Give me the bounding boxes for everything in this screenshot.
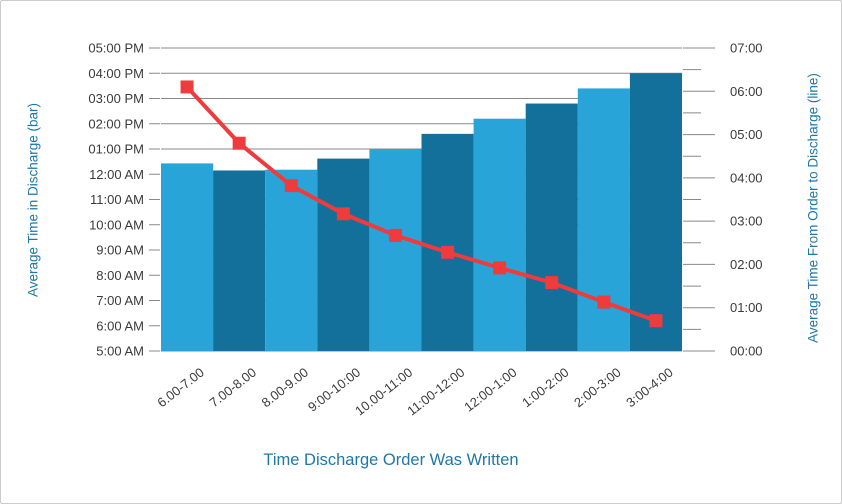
line-marker	[597, 295, 611, 309]
line-marker	[441, 245, 455, 259]
left-tick-label: 12:00 AM	[89, 167, 144, 182]
line-marker	[284, 179, 298, 193]
bar	[525, 103, 578, 351]
line-marker	[649, 314, 663, 328]
right-axis-title: Average Time From Order to Discharge (li…	[805, 73, 821, 343]
left-tick-label: 01:00 PM	[88, 142, 144, 157]
x-tick-label: 10.00-11:00	[352, 365, 415, 419]
x-tick-label: 6.00-7.00	[154, 365, 207, 411]
right-tick-label: 00:00	[730, 344, 763, 359]
left-tick-label: 03:00 PM	[88, 91, 144, 106]
x-tick-label: 8.00-9.00	[259, 365, 312, 411]
bar	[421, 133, 474, 351]
line-marker	[388, 228, 402, 242]
left-tick-label: 04:00 PM	[88, 66, 144, 81]
right-tick-label: 05:00	[730, 127, 763, 142]
left-tick-label: 6:00 AM	[96, 318, 144, 333]
bar	[213, 170, 266, 351]
line-marker	[336, 207, 350, 221]
left-tick-label: 5:00 AM	[96, 344, 144, 359]
x-tick-label: 1:00-2:00	[519, 365, 572, 411]
left-tick-label: 10:00 AM	[89, 217, 144, 232]
left-tick-label: 11:00 AM	[90, 192, 144, 207]
bar	[629, 73, 682, 351]
x-tick-label: 2:00-3:00	[571, 365, 624, 411]
line-marker	[493, 261, 507, 275]
left-axis-title: Average Time in Discharge (bar)	[25, 102, 41, 298]
right-tick-label: 04:00	[730, 170, 763, 185]
line-series	[185, 85, 657, 323]
line-marker	[180, 80, 194, 94]
bar	[473, 118, 526, 351]
line-marker	[232, 136, 246, 150]
bar	[369, 149, 422, 351]
left-tick-label: 02:00 PM	[88, 116, 144, 131]
right-tick-label: 06:00	[730, 84, 763, 99]
left-tick-label: 05:00 PM	[88, 41, 144, 56]
x-tick-label: 7.00-8.00	[206, 365, 259, 411]
bar	[317, 158, 370, 351]
line-marker	[545, 276, 559, 290]
right-tick-label: 03:00	[730, 214, 763, 229]
bar	[265, 169, 318, 351]
x-tick-label: 3:00-4:00	[623, 365, 676, 411]
left-tick-label: 9:00 AM	[96, 243, 144, 258]
bar	[161, 163, 214, 351]
left-tick-label: 7:00 AM	[96, 293, 144, 308]
right-tick-label: 07:00	[730, 41, 763, 56]
right-tick-label: 02:00	[730, 257, 763, 272]
right-tick-label: 01:00	[730, 300, 763, 315]
x-tick-label: 12:00-1:00	[461, 365, 519, 415]
left-tick-label: 8:00 AM	[96, 268, 144, 283]
x-tick-label: 11:00-12:00	[404, 365, 467, 419]
x-axis-title: Time Discharge Order Was Written	[263, 451, 519, 469]
bar	[577, 88, 630, 352]
